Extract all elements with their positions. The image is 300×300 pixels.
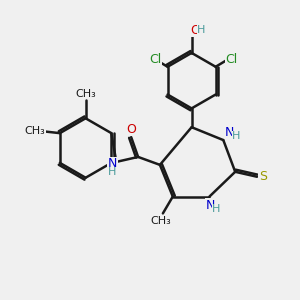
Text: H: H xyxy=(108,167,116,177)
Text: H: H xyxy=(197,25,206,34)
Text: N: N xyxy=(108,158,117,170)
Text: CH₃: CH₃ xyxy=(25,126,46,136)
Text: CH₃: CH₃ xyxy=(151,216,171,226)
Text: S: S xyxy=(259,170,267,183)
Text: Cl: Cl xyxy=(150,53,162,66)
Text: H: H xyxy=(232,131,240,141)
Text: Cl: Cl xyxy=(225,53,238,66)
Text: CH₃: CH₃ xyxy=(75,88,96,98)
Text: N: N xyxy=(225,126,234,139)
Text: O: O xyxy=(126,123,136,136)
Text: O: O xyxy=(190,24,200,37)
Text: H: H xyxy=(212,204,220,214)
Text: N: N xyxy=(206,199,215,212)
